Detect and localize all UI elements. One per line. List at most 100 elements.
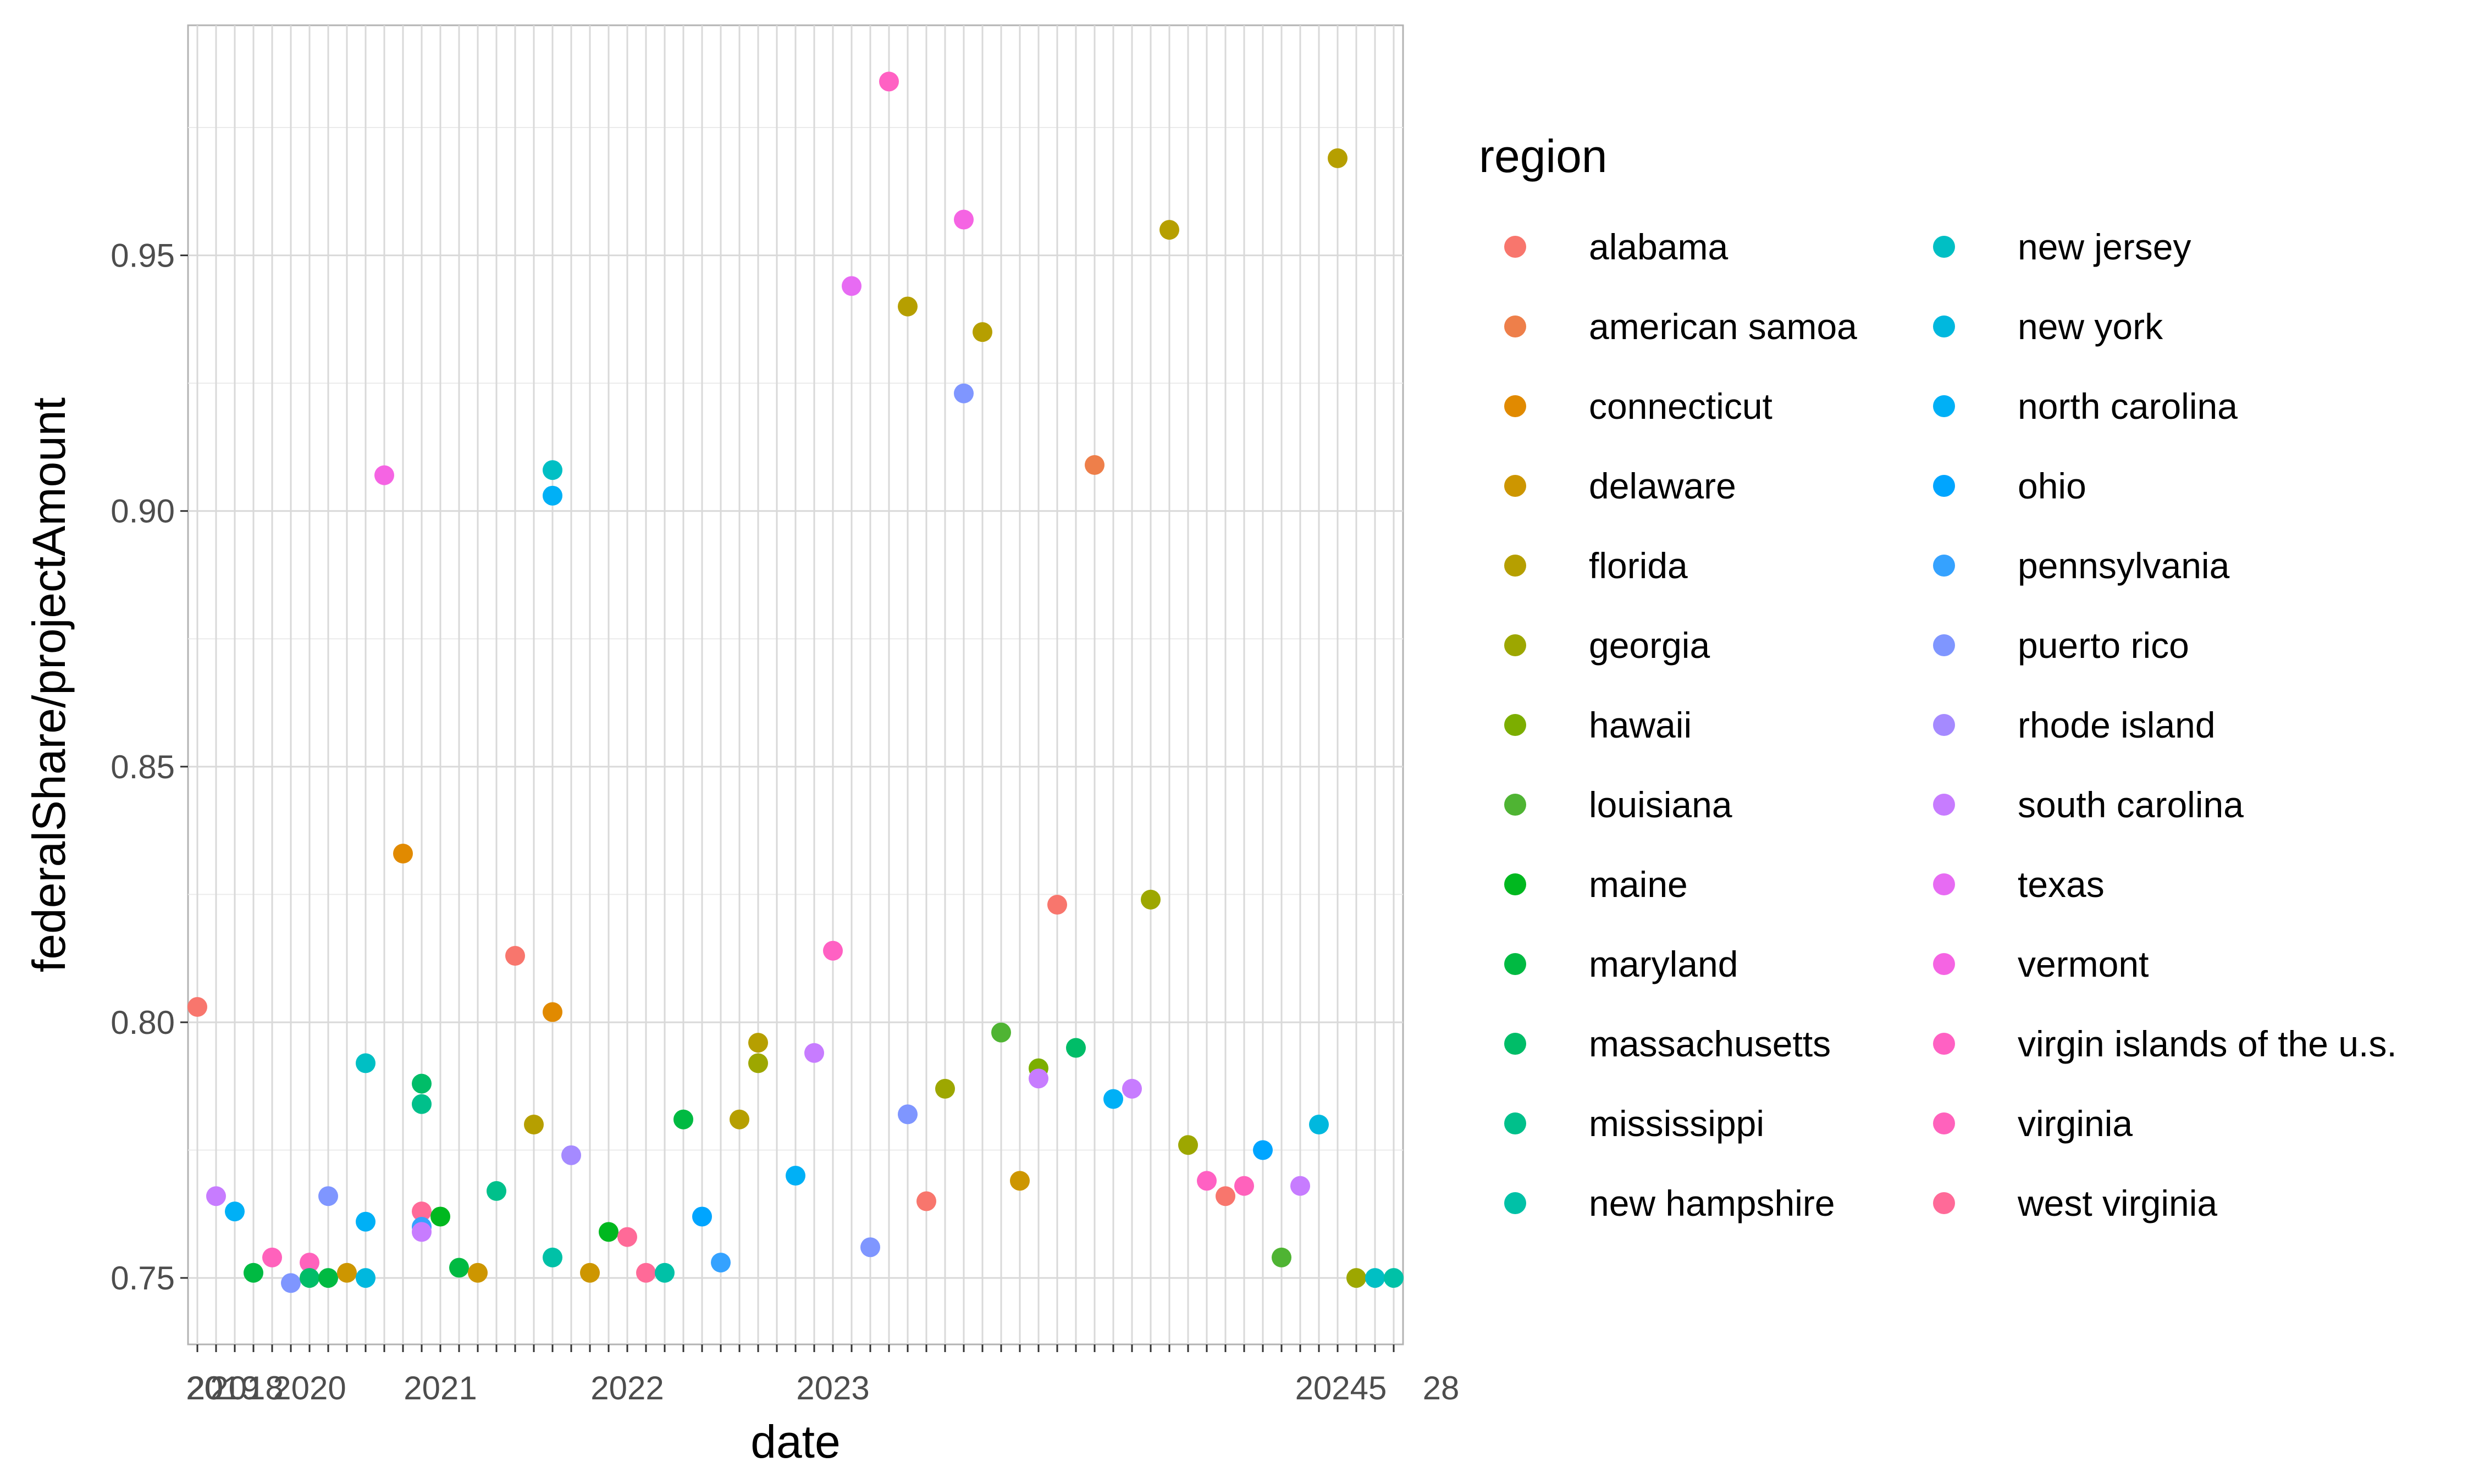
data-point xyxy=(244,1262,263,1283)
data-point xyxy=(487,1181,506,1201)
data-point xyxy=(1272,1247,1291,1267)
legend-key-dot xyxy=(1504,873,1526,895)
data-point xyxy=(1066,1038,1086,1058)
y-axis-title: federalShare/projectAmount xyxy=(23,397,75,972)
data-point xyxy=(804,1043,824,1063)
legend-label: vermont xyxy=(2018,943,2149,984)
x-tick-label: 20 xyxy=(187,1370,224,1407)
x-axis-title: date xyxy=(750,1416,841,1468)
legend-label: virgin islands of the u.s. xyxy=(2018,1023,2397,1064)
legend-label: connecticut xyxy=(1589,385,1772,427)
legend-key-dot xyxy=(1504,474,1526,497)
data-point xyxy=(356,1053,375,1073)
legend-key-dot xyxy=(1933,1032,1955,1055)
legend-label: american samoa xyxy=(1589,306,1857,347)
data-point xyxy=(1178,1135,1198,1155)
legend-key-dot xyxy=(1933,1112,1955,1134)
legend-key-dot xyxy=(1504,315,1526,337)
legend-label: maine xyxy=(1589,863,1688,905)
y-tick-label: 0.80 xyxy=(111,1004,175,1041)
data-point xyxy=(730,1109,749,1129)
legend-label: georgia xyxy=(1589,624,1710,666)
data-point xyxy=(860,1237,880,1258)
data-point xyxy=(1290,1176,1310,1196)
legend-key-dot xyxy=(1933,953,1955,975)
data-point xyxy=(281,1273,301,1293)
data-point xyxy=(1309,1115,1329,1134)
data-point xyxy=(1047,895,1067,915)
legend-key-dot xyxy=(1933,474,1955,497)
legend-key-dot xyxy=(1504,953,1526,975)
data-point xyxy=(1103,1089,1123,1109)
data-point xyxy=(187,997,207,1017)
data-point xyxy=(673,1109,693,1129)
data-point xyxy=(393,843,413,863)
x-tick-label: 20245 xyxy=(1295,1370,1387,1407)
legend-label: puerto rico xyxy=(2018,624,2189,666)
x-tick-label: 28 xyxy=(1423,1370,1460,1407)
legend-key-dot xyxy=(1933,634,1955,656)
data-point xyxy=(318,1186,338,1206)
data-point xyxy=(1197,1171,1217,1191)
legend-label: new york xyxy=(2018,306,2163,347)
legend-label: virginia xyxy=(2018,1103,2133,1144)
legend-key-dot xyxy=(1504,1192,1526,1214)
y-tick-label: 0.85 xyxy=(111,749,175,785)
data-point xyxy=(374,465,394,485)
data-point xyxy=(337,1262,357,1283)
data-point xyxy=(935,1078,955,1099)
data-point xyxy=(748,1053,768,1073)
data-point xyxy=(412,1201,432,1222)
legend-key-dot xyxy=(1504,713,1526,736)
legend-title: region xyxy=(1479,130,1608,182)
data-point xyxy=(543,460,562,480)
legend-key-dot xyxy=(1504,235,1526,258)
data-point xyxy=(711,1253,731,1273)
data-point xyxy=(1346,1268,1366,1288)
data-point xyxy=(318,1268,338,1288)
data-point xyxy=(1365,1268,1385,1288)
data-point xyxy=(599,1222,618,1242)
legend-key-dot xyxy=(1933,315,1955,337)
legend-label: maryland xyxy=(1589,943,1738,984)
legend-key-dot xyxy=(1504,554,1526,577)
data-point xyxy=(898,296,918,317)
data-point xyxy=(786,1166,805,1186)
legend-label: alabama xyxy=(1589,226,1729,267)
x-tick-label: 2020 xyxy=(273,1370,346,1407)
x-tick-label: 2019 xyxy=(186,1370,259,1407)
x-tick-label: 2022 xyxy=(590,1370,664,1407)
data-point xyxy=(356,1211,375,1232)
legend-label: north carolina xyxy=(2018,385,2238,427)
data-point xyxy=(449,1258,469,1278)
data-point xyxy=(1328,148,1348,168)
legend-key-dot xyxy=(1933,713,1955,736)
data-point xyxy=(580,1262,600,1283)
legend-label: mississippi xyxy=(1589,1103,1765,1144)
legend-label: delaware xyxy=(1589,465,1736,506)
legend-label: massachusetts xyxy=(1589,1023,1831,1064)
legend-label: rhode island xyxy=(2018,704,2216,745)
data-point xyxy=(879,71,899,92)
legend-key-dot xyxy=(1933,1192,1955,1214)
y-tick-label: 0.90 xyxy=(111,493,175,530)
data-point xyxy=(692,1206,712,1227)
data-point xyxy=(636,1262,656,1283)
legend-key-dot xyxy=(1504,634,1526,656)
legend-key-dot xyxy=(1504,793,1526,816)
data-point xyxy=(543,485,562,506)
data-point xyxy=(1234,1176,1254,1196)
data-point xyxy=(954,383,974,403)
data-point xyxy=(823,940,843,961)
data-point xyxy=(617,1227,637,1247)
data-point xyxy=(524,1115,544,1134)
data-point xyxy=(1122,1078,1142,1099)
data-point xyxy=(262,1247,282,1267)
legend-label: florida xyxy=(1589,545,1688,586)
data-point xyxy=(412,1094,432,1114)
data-point xyxy=(1029,1068,1048,1089)
data-point xyxy=(300,1268,319,1288)
legend-label: west virginia xyxy=(2018,1182,2218,1223)
legend-key-dot xyxy=(1933,235,1955,258)
